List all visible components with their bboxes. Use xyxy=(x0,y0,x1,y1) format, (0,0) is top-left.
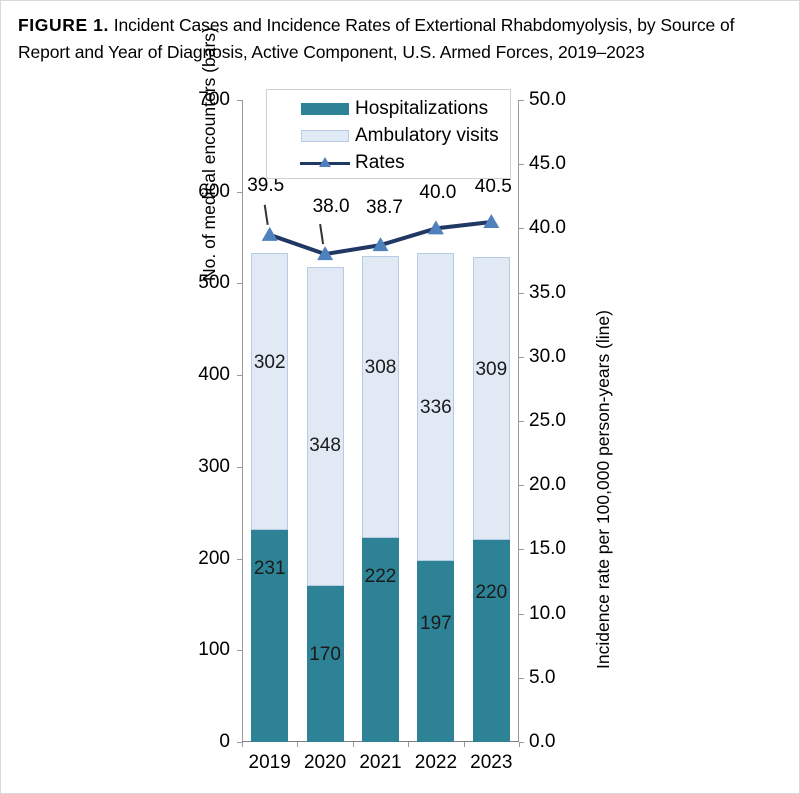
bar-ambulatory-visits[interactable] xyxy=(251,253,289,531)
y-axis-right-tick xyxy=(519,677,524,679)
y-axis-left-tick xyxy=(237,100,242,101)
teal-square-swatch-icon xyxy=(297,102,353,115)
y-axis-left-tick-label: 300 xyxy=(198,455,230,477)
x-axis-tick-label: 2022 xyxy=(414,752,458,773)
y-axis-right-tick-label: 15.0 xyxy=(529,538,566,560)
y-axis-right-tick-label: 10.0 xyxy=(529,602,566,624)
y-axis-right-tick xyxy=(519,549,524,551)
y-axis-left-tick-label: 0 xyxy=(219,731,230,752)
y-axis-left-tick xyxy=(237,742,242,743)
x-axis-tick xyxy=(353,742,354,747)
y-axis-right-tick xyxy=(519,613,524,615)
x-axis-tick xyxy=(408,742,409,747)
y-axis-left-tick-label: 200 xyxy=(198,547,230,569)
bar-hospitalizations[interactable] xyxy=(417,561,455,742)
y-axis-left-tick xyxy=(237,283,242,285)
bar-ambulatory-visits[interactable] xyxy=(362,255,399,539)
y-axis-right-tick-label: 25.0 xyxy=(529,410,566,431)
bar-ambulatory-visits[interactable] xyxy=(417,253,455,562)
y-axis-left-tick-label: 600 xyxy=(198,180,230,202)
y-axis-left-tick-label: 100 xyxy=(198,639,230,661)
legend-label-ambulatory-visits: Ambulatory visits xyxy=(355,124,499,146)
y-axis-right-tick-label: 20.0 xyxy=(529,474,566,496)
rate-data-label: 38.7 xyxy=(366,197,403,219)
rate-marker-triangle[interactable] xyxy=(483,213,500,228)
y-axis-left-line xyxy=(242,100,243,742)
bar-hospitalizations[interactable] xyxy=(251,530,289,742)
rate-label-leader-line xyxy=(263,204,269,225)
bar-hospitalizations[interactable] xyxy=(306,586,344,742)
x-axis-tick-label: 2021 xyxy=(359,752,402,773)
light-blue-square-swatch-icon xyxy=(297,129,353,142)
rate-data-label: 40.5 xyxy=(474,175,512,197)
bar-hospitalizations[interactable] xyxy=(472,540,510,742)
y-axis-right-line xyxy=(518,100,519,742)
y-axis-left-tick xyxy=(237,375,242,377)
x-axis-tick xyxy=(519,742,520,747)
rate-marker-triangle[interactable] xyxy=(261,226,278,241)
y-axis-right-tick-label: 30.0 xyxy=(529,345,566,367)
legend-label-rates: Rates xyxy=(355,151,405,173)
y-axis-left-tick-label: 700 xyxy=(198,89,230,110)
bar-hospitalizations[interactable] xyxy=(362,538,399,742)
y-axis-right-tick-label: 35.0 xyxy=(529,281,566,303)
rate-marker-triangle[interactable] xyxy=(427,220,444,235)
y-axis-left-tick xyxy=(237,650,242,652)
y-axis-right-tick-label: 40.0 xyxy=(529,217,566,239)
rate-data-label: 38.0 xyxy=(312,196,350,218)
figure-title-text: Incident Cases and Incidence Rates of Ex… xyxy=(18,15,735,62)
y-axis-right-tick-label: 5.0 xyxy=(529,666,556,688)
legend-label-hospitalizations: Hospitalizations xyxy=(355,97,489,119)
rate-data-label: 40.0 xyxy=(419,182,457,204)
y-axis-right-tick xyxy=(519,228,524,230)
plot-area: 0 100 200 300 400 500 600 700 0.0 5.0 10.0 15.0 20.… xyxy=(198,89,566,773)
legend-item-rates[interactable]: Rates xyxy=(267,149,510,176)
navy-line-triangle-marker-icon xyxy=(297,156,353,170)
x-axis-tick-label: 2020 xyxy=(303,752,347,773)
y-axis-left-title: No. of medical encounters (bars) xyxy=(199,27,219,281)
rate-data-label: 39.5 xyxy=(247,174,285,196)
y-axis-left-tick-label: 500 xyxy=(198,272,230,294)
y-axis-left-tick xyxy=(237,466,242,468)
y-axis-right-tick xyxy=(519,100,524,101)
rate-marker-triangle[interactable] xyxy=(372,237,389,252)
rate-line-series xyxy=(261,204,500,261)
y-axis-left-tick-label: 400 xyxy=(198,364,230,386)
y-axis-right-tick xyxy=(519,742,524,743)
x-axis-tick-label: 2023 xyxy=(470,752,513,773)
figure-caption: FIGURE 1. Incident Cases and Incidence R… xyxy=(18,12,784,66)
y-axis-left-tick xyxy=(237,558,242,560)
y-axis-right-tick xyxy=(519,485,524,487)
rate-marker-triangle[interactable] xyxy=(317,246,334,261)
rate-label-leader-line xyxy=(319,223,325,245)
y-axis-right-tick xyxy=(519,421,524,422)
figure-number: FIGURE 1. xyxy=(18,15,109,35)
y-axis-left-tick xyxy=(237,191,242,193)
y-axis-right-tick xyxy=(519,164,524,166)
y-axis-right-tick xyxy=(519,292,524,294)
x-axis-tick xyxy=(464,742,465,747)
chart-legend: Hospitalizations Ambulatory visits Rates xyxy=(266,89,511,179)
x-axis-tick xyxy=(297,742,298,747)
x-axis-tick-label: 2019 xyxy=(248,752,291,773)
y-axis-right-tick-label: 45.0 xyxy=(529,153,566,175)
y-axis-right-tick xyxy=(519,356,524,358)
legend-item-ambulatory-visits[interactable]: Ambulatory visits xyxy=(267,122,510,149)
x-axis-tick xyxy=(242,742,243,747)
y-axis-right-tick-label: 0.0 xyxy=(529,731,556,752)
bar-ambulatory-visits[interactable] xyxy=(306,266,344,587)
y-axis-right-tick-label: 50.0 xyxy=(529,89,566,110)
legend-item-hospitalizations[interactable]: Hospitalizations xyxy=(267,95,510,122)
bar-ambulatory-visits[interactable] xyxy=(472,256,510,541)
